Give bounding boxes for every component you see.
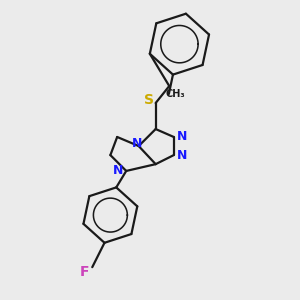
Text: N: N <box>113 164 124 177</box>
Text: S: S <box>144 93 154 107</box>
Text: N: N <box>176 130 187 143</box>
Text: CH₃: CH₃ <box>166 89 185 99</box>
Text: F: F <box>80 265 89 279</box>
Text: N: N <box>176 148 187 162</box>
Text: N: N <box>132 137 143 150</box>
